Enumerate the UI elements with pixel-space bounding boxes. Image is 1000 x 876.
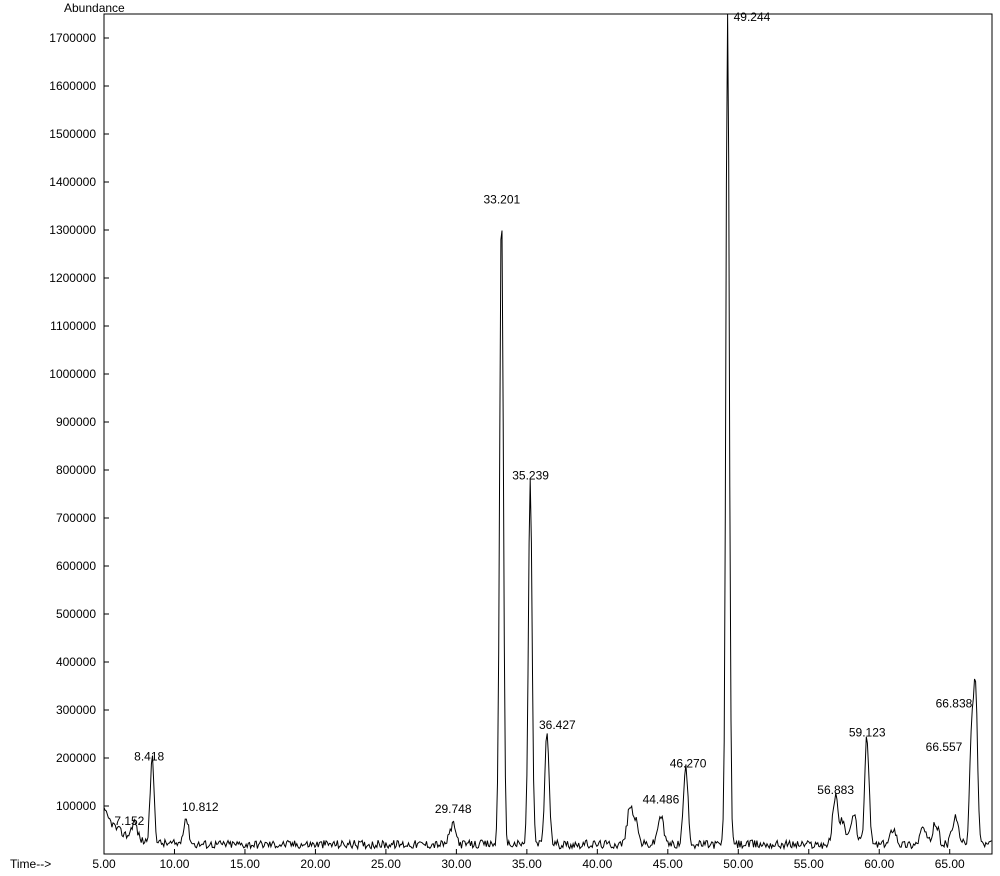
y-tick-label: 600000 [56, 559, 96, 573]
y-tick-label: 1000000 [49, 367, 96, 381]
x-tick-label: 45.00 [653, 857, 683, 871]
chromatogram-chart: 100000 200000 300000 400000 500000 600000 7000… [0, 0, 1000, 876]
y-tick-label: 700000 [56, 511, 96, 525]
y-tick-label: 300000 [56, 703, 96, 717]
x-tick-label: 55.00 [794, 857, 824, 871]
peak-label: 7.152 [114, 814, 144, 828]
peak-label: 33.201 [483, 193, 520, 207]
peak-label: 36.427 [539, 718, 576, 732]
peak-label: 10.812 [182, 800, 219, 814]
x-tick-label: 30.00 [441, 857, 471, 871]
y-tick-label: 1300000 [49, 223, 96, 237]
y-tick-label: 900000 [56, 415, 96, 429]
x-tick-label: 5.00 [92, 857, 116, 871]
peak-label: 44.486 [643, 793, 680, 807]
y-tick-label: 1200000 [49, 271, 96, 285]
x-tick-label: 50.00 [723, 857, 753, 871]
y-tick-label: 1500000 [49, 127, 96, 141]
x-tick-label: 35.00 [512, 857, 542, 871]
y-tick-label: 400000 [56, 655, 96, 669]
x-tick-label: 60.00 [864, 857, 894, 871]
peak-label: 59.123 [849, 725, 886, 739]
x-tick-label: 65.00 [935, 857, 965, 871]
peak-label: 46.270 [670, 757, 707, 771]
peak-label: 8.418 [134, 749, 164, 763]
y-tick-label: 200000 [56, 751, 96, 765]
x-tick-label: 40.00 [582, 857, 612, 871]
peak-label: 56.883 [817, 783, 854, 797]
peak-label: 66.838 [936, 697, 973, 711]
y-tick-label: 100000 [56, 799, 96, 813]
y-tick-label: 800000 [56, 463, 96, 477]
y-tick-label: 1400000 [49, 175, 96, 189]
x-tick-label: 25.00 [371, 857, 401, 871]
y-tick-label: 1700000 [49, 31, 96, 45]
y-tick-label: 500000 [56, 607, 96, 621]
x-tick-label: 10.00 [159, 857, 189, 871]
peak-label: 49.244 [734, 10, 771, 24]
x-tick-label: 20.00 [300, 857, 330, 871]
x-axis-title: Time--> [10, 857, 51, 871]
x-tick-label: 15.00 [230, 857, 260, 871]
peak-label: 35.239 [512, 469, 549, 483]
peak-label: 29.748 [435, 802, 472, 816]
peak-label: 66.557 [926, 740, 963, 754]
y-axis-title: Abundance [64, 1, 125, 15]
y-tick-label: 1600000 [49, 79, 96, 93]
y-tick-label: 1100000 [50, 319, 96, 333]
